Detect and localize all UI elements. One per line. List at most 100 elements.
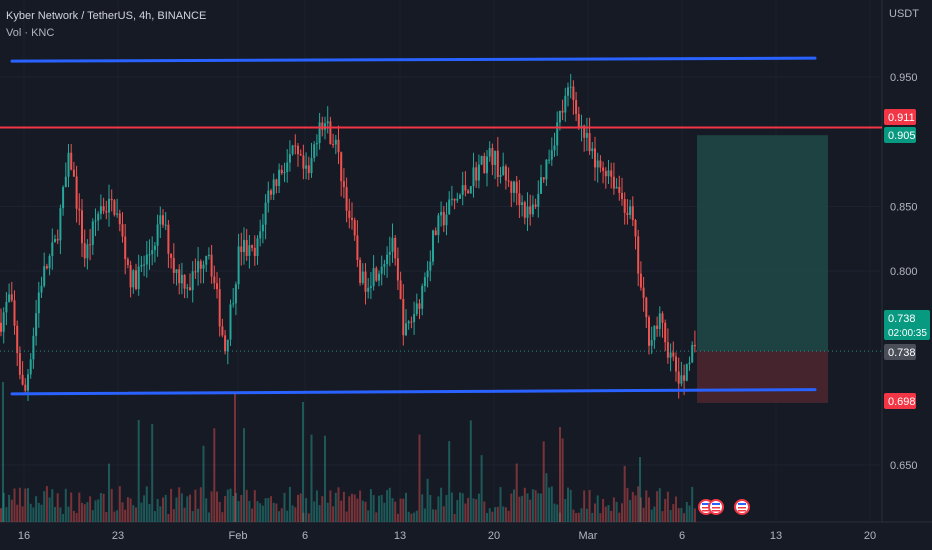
volume-bar bbox=[402, 498, 405, 522]
volume-bar bbox=[629, 500, 632, 522]
volume-bar bbox=[40, 504, 43, 522]
candle-body bbox=[202, 264, 205, 269]
volume-bar bbox=[278, 511, 281, 522]
candle-body bbox=[599, 160, 602, 168]
candle-body bbox=[629, 206, 632, 215]
volume-spike bbox=[639, 457, 641, 522]
volume-bar bbox=[321, 496, 324, 522]
candle-body bbox=[37, 292, 40, 314]
candle-body bbox=[383, 264, 386, 267]
candle-body bbox=[240, 246, 243, 252]
candle-body bbox=[523, 202, 526, 218]
volume-bar bbox=[261, 505, 264, 522]
volume-bar bbox=[54, 507, 56, 522]
volume-bar bbox=[637, 486, 640, 522]
candle-body bbox=[545, 159, 548, 180]
candle-body bbox=[356, 235, 359, 260]
volume-bar bbox=[502, 506, 505, 522]
volume-bar bbox=[29, 503, 32, 522]
volume-bar bbox=[121, 502, 124, 522]
volume-bar bbox=[405, 492, 407, 522]
candle-body bbox=[664, 322, 667, 343]
candle-body bbox=[483, 155, 486, 174]
volume-bar bbox=[329, 490, 332, 522]
candle-body bbox=[421, 286, 424, 309]
volume-bar bbox=[48, 497, 51, 522]
candle-body bbox=[297, 145, 299, 155]
candle-body bbox=[602, 167, 605, 171]
volume-bar bbox=[688, 505, 691, 522]
candle-body bbox=[183, 274, 186, 289]
candle-body bbox=[140, 264, 143, 267]
candle-body bbox=[572, 86, 575, 101]
long-position-profit-zone bbox=[697, 135, 828, 352]
volume-bar bbox=[221, 512, 224, 522]
candle-body bbox=[364, 271, 367, 292]
volume-spike bbox=[302, 402, 304, 522]
candle-body bbox=[234, 284, 237, 304]
candle-body bbox=[510, 181, 513, 193]
volume-bar bbox=[251, 508, 254, 522]
volume-bar bbox=[275, 503, 278, 522]
volume-bar bbox=[267, 498, 270, 522]
candle-body bbox=[429, 261, 432, 271]
candle-body bbox=[83, 243, 86, 259]
volume-bar bbox=[89, 496, 92, 522]
stop-price-tag: 0.698 bbox=[884, 393, 916, 409]
candle-body bbox=[197, 261, 200, 273]
candle-body bbox=[440, 211, 443, 216]
volume-bar bbox=[240, 495, 243, 522]
volume-bar bbox=[189, 494, 191, 522]
candle-body bbox=[207, 254, 210, 257]
volume-bar bbox=[313, 501, 316, 522]
volume-bar bbox=[81, 502, 83, 522]
candle-body bbox=[237, 246, 240, 285]
volume-bar bbox=[307, 513, 310, 522]
candle-body bbox=[24, 384, 27, 391]
candle-body bbox=[251, 245, 254, 248]
volume-bar bbox=[259, 503, 262, 522]
candle-body bbox=[491, 148, 494, 165]
x-tick-label: 6 bbox=[679, 530, 685, 542]
candle-body bbox=[351, 217, 353, 221]
candle-body bbox=[70, 152, 73, 170]
candle-body bbox=[45, 266, 48, 269]
candle-body bbox=[259, 231, 262, 239]
volume-bar bbox=[172, 509, 175, 522]
volume-bar bbox=[464, 503, 467, 522]
candle-body bbox=[596, 160, 599, 168]
volume-bar bbox=[337, 487, 340, 522]
volume-bar bbox=[264, 498, 267, 522]
x-tick-label: Mar bbox=[579, 530, 598, 542]
candle-body bbox=[283, 172, 286, 174]
candle-body bbox=[159, 215, 162, 225]
volume-bar bbox=[515, 463, 518, 522]
svg-text:0.905: 0.905 bbox=[888, 130, 916, 142]
symbol-title: Kyber Network / TetherUS, 4h, BINANCE bbox=[6, 10, 207, 22]
candle-body bbox=[305, 165, 308, 169]
volume-bar bbox=[467, 497, 470, 522]
candle-body bbox=[43, 266, 46, 286]
candle-body bbox=[56, 239, 59, 241]
volume-bar bbox=[302, 512, 305, 522]
candle-body bbox=[137, 266, 140, 289]
candle-body bbox=[415, 303, 418, 315]
current-price-tag: 0.738 02:00:35 bbox=[884, 310, 930, 340]
volume-bar bbox=[575, 513, 578, 522]
event-flag-icon bbox=[708, 499, 724, 515]
volume-bar bbox=[197, 508, 200, 522]
volume-bar bbox=[521, 495, 524, 522]
candle-body bbox=[121, 224, 124, 237]
volume-spike bbox=[2, 382, 4, 522]
candle-body bbox=[126, 259, 129, 266]
candle-body bbox=[186, 287, 189, 289]
candle-body bbox=[329, 121, 332, 145]
volume-bar bbox=[599, 513, 602, 522]
candle-body bbox=[477, 164, 480, 181]
candle-body bbox=[626, 212, 629, 215]
candle-body bbox=[361, 271, 364, 283]
volume-bar bbox=[110, 488, 113, 522]
candle-body bbox=[145, 254, 148, 265]
candle-body bbox=[475, 167, 478, 181]
